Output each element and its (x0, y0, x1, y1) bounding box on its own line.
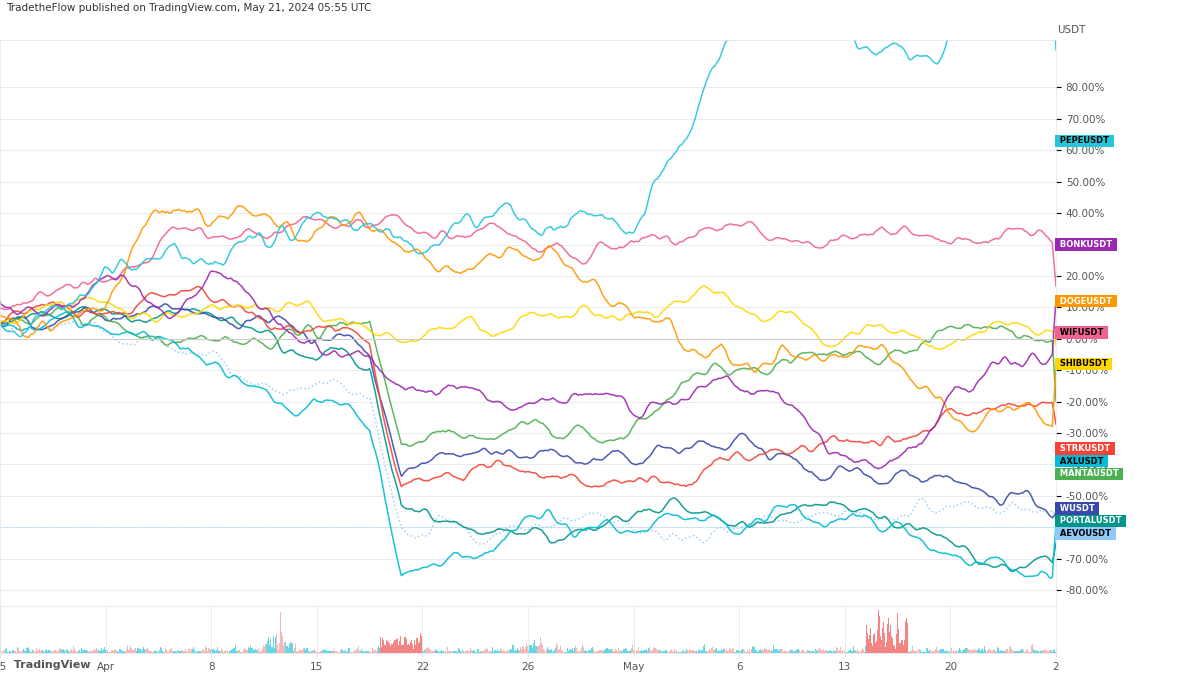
Text: WIFUSDT: WIFUSDT (1057, 328, 1106, 337)
Text: AXLUSDT: AXLUSDT (1057, 457, 1106, 466)
Text: BONKUSDT: BONKUSDT (1057, 240, 1115, 249)
Text: WUSDT: WUSDT (1057, 504, 1098, 513)
Text: DOGEUSDT: DOGEUSDT (1057, 297, 1115, 306)
Text: SHIBUSDT: SHIBUSDT (1057, 359, 1111, 368)
Text: STRKUSDT: STRKUSDT (1057, 444, 1114, 453)
Text: MANTAUSDT: MANTAUSDT (1057, 469, 1122, 479)
Text: PORTALUSDT: PORTALUSDT (1057, 516, 1124, 526)
Text: AEVOUSDT: AEVOUSDT (1057, 529, 1114, 538)
Text: TradingView: TradingView (6, 660, 90, 670)
Text: TradetheFlow published on TradingView.com, May 21, 2024 05:55 UTC: TradetheFlow published on TradingView.co… (6, 3, 371, 13)
Text: PEPEUSDT: PEPEUSDT (1057, 137, 1112, 145)
Text: USDT: USDT (1057, 25, 1086, 35)
